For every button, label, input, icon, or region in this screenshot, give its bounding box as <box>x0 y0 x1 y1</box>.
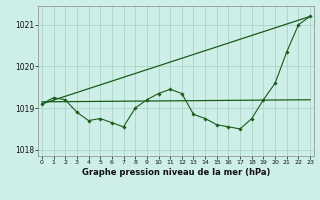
X-axis label: Graphe pression niveau de la mer (hPa): Graphe pression niveau de la mer (hPa) <box>82 168 270 177</box>
